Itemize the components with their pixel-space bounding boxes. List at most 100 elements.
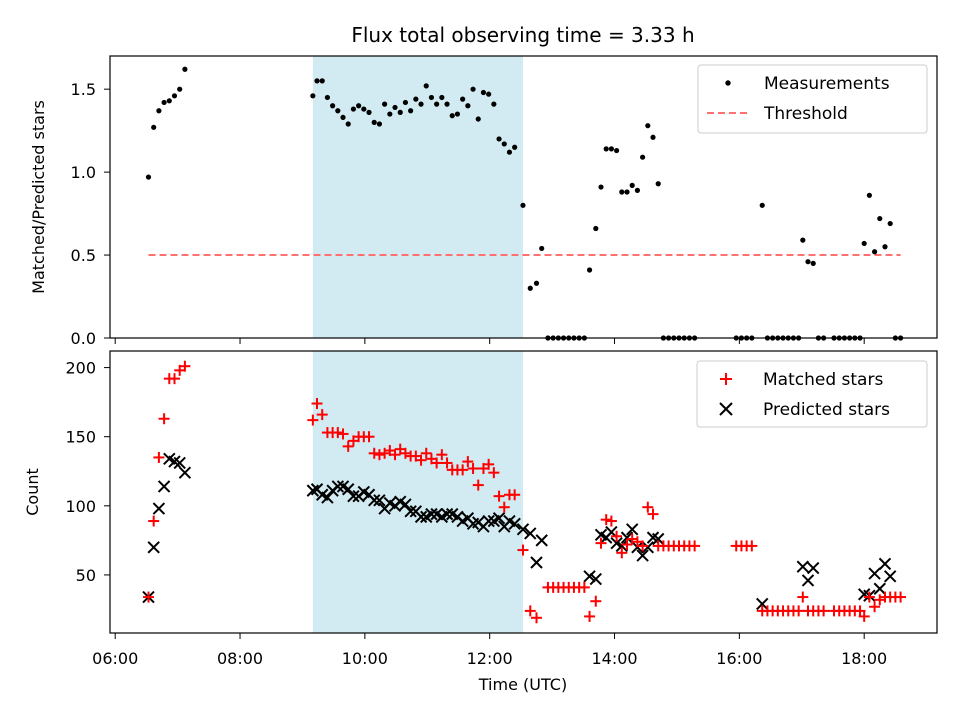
predicted-point — [756, 597, 769, 611]
measurement-point — [470, 86, 476, 92]
matched-point — [483, 458, 495, 470]
predicted-point-stroke — [756, 597, 769, 611]
measurement-point — [423, 83, 429, 89]
measurement-point — [408, 108, 414, 114]
measurement-point — [759, 202, 765, 208]
predicted-point — [583, 570, 596, 583]
bottom-y-tick-label: 100 — [65, 497, 96, 516]
top-y-axis-label: Matched/Predicted stars — [29, 100, 48, 294]
predicted-point — [883, 570, 897, 583]
measurement-point — [527, 285, 533, 291]
matched-point — [869, 601, 881, 613]
predicted-point — [178, 466, 192, 479]
matched-point — [642, 501, 654, 513]
predicted-stars-series — [142, 452, 897, 611]
matched-point — [153, 451, 165, 463]
measurement-point — [145, 174, 152, 180]
measurement-point — [586, 267, 593, 273]
x-tick-label: 12:00 — [467, 649, 513, 668]
matched-point — [854, 605, 866, 617]
measurement-point — [475, 116, 481, 122]
matched-point — [148, 515, 160, 527]
matched-point — [858, 610, 870, 622]
top-panel: 0.0 0.5 1.0 1.5 Flux total observing time =… — [29, 23, 938, 348]
x-axis-label: Time (UTC) — [478, 675, 567, 694]
predicted-point — [425, 507, 438, 521]
matched-point — [373, 449, 385, 461]
predicted-point — [615, 539, 629, 553]
matched-point — [895, 591, 907, 603]
matched-point — [472, 479, 484, 491]
legend-marker-matched — [720, 373, 732, 385]
measurement-point — [171, 93, 178, 99]
x-tick-label: 06:00 — [92, 649, 138, 668]
measurement-point — [182, 66, 188, 72]
measurement-point — [387, 111, 393, 117]
predicted-point-stroke — [482, 514, 495, 528]
measurement-point — [887, 220, 893, 227]
measurement-point — [486, 91, 492, 97]
matched-point — [600, 514, 612, 526]
measurement-point — [444, 101, 450, 107]
measurement-point — [491, 101, 497, 107]
legend-marker-measurements — [725, 80, 731, 86]
matched-point — [307, 414, 319, 426]
predicted-point-stroke — [492, 512, 506, 525]
legend-label-measurements: Measurements — [764, 74, 890, 94]
predicted-point-stroke — [631, 541, 644, 554]
predicted-point-stroke — [321, 491, 334, 504]
predicted-point — [414, 510, 428, 524]
measurement-point — [480, 89, 487, 96]
top-x-axis — [114, 338, 865, 344]
measurement-point — [449, 113, 455, 119]
measurement-point — [593, 225, 599, 232]
matched-point — [168, 373, 180, 385]
measurement-point — [345, 121, 351, 127]
predicted-point-stroke — [796, 560, 810, 573]
measurement-point — [356, 103, 362, 109]
matched-point — [158, 413, 170, 425]
matched-point — [517, 544, 529, 556]
predicted-point-stroke — [641, 541, 655, 554]
matched-point — [368, 447, 380, 459]
measurement-point — [465, 103, 471, 109]
measurement-point — [319, 78, 325, 84]
measurement-point — [324, 94, 331, 101]
matched-point — [689, 540, 701, 552]
measurement-point — [392, 104, 398, 111]
predicted-point-stroke — [404, 505, 417, 518]
measurement-point — [439, 94, 445, 101]
predicted-point — [873, 582, 886, 595]
measurement-point — [454, 111, 461, 117]
predicted-point-stroke — [625, 523, 639, 536]
matched-point — [578, 581, 590, 593]
measurement-point — [877, 215, 883, 222]
predicted-point — [636, 549, 649, 562]
measurement-point — [861, 240, 867, 247]
predicted-point-stroke — [530, 556, 543, 569]
matched-point — [874, 594, 886, 606]
measurement-point — [340, 114, 346, 120]
predicted-point-stroke — [373, 494, 386, 507]
measurement-point — [520, 202, 526, 208]
predicted-point-stroke — [594, 528, 608, 542]
matched-point — [524, 605, 536, 617]
measurement-point — [376, 121, 383, 127]
predicted-point-stroke — [152, 502, 166, 515]
predicted-point-stroke — [508, 517, 521, 531]
predicted-point — [368, 494, 381, 507]
matched-stars-series — [142, 360, 907, 624]
predicted-point — [399, 498, 412, 511]
top-legend-box — [697, 64, 928, 134]
predicted-point-stroke — [368, 494, 381, 507]
predicted-point-stroke — [605, 525, 618, 539]
predicted-point-stroke — [535, 534, 548, 547]
top-y-tick-label: 0.5 — [71, 246, 96, 265]
matched-point — [142, 591, 154, 603]
measurement-point — [608, 146, 615, 152]
predicted-point-stroke — [347, 489, 360, 503]
matched-point — [605, 515, 617, 527]
measurement-point — [460, 96, 466, 102]
matched-point — [637, 540, 649, 552]
predicted-point-stroke — [503, 514, 516, 528]
